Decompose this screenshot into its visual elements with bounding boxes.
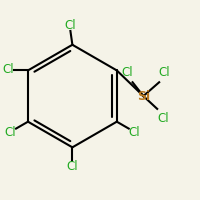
Text: Si: Si	[137, 90, 150, 103]
Text: Cl: Cl	[5, 126, 16, 139]
Text: Cl: Cl	[158, 66, 170, 79]
Text: Cl: Cl	[122, 66, 133, 79]
Text: Cl: Cl	[157, 112, 169, 125]
Text: Cl: Cl	[67, 160, 78, 173]
Text: Cl: Cl	[3, 63, 14, 76]
Text: Cl: Cl	[128, 126, 140, 139]
Text: Cl: Cl	[64, 19, 76, 32]
